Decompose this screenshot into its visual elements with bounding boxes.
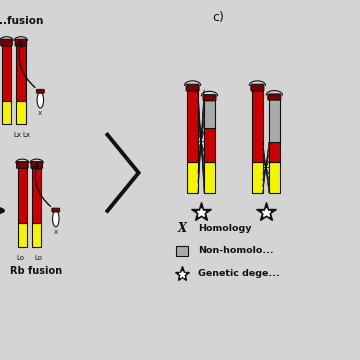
- Bar: [269, 142, 280, 162]
- Bar: [18, 167, 27, 223]
- Text: Lx: Lx: [13, 132, 21, 138]
- Ellipse shape: [37, 92, 44, 108]
- Text: Non-homolo...: Non-homolo...: [198, 246, 274, 256]
- Text: Homology: Homology: [198, 224, 252, 233]
- Bar: [2, 45, 11, 101]
- FancyBboxPatch shape: [203, 95, 216, 101]
- Bar: [18, 223, 27, 247]
- Text: ...fusion: ...fusion: [0, 16, 43, 26]
- Text: Lx: Lx: [23, 132, 31, 138]
- Text: c): c): [212, 11, 224, 24]
- Bar: [204, 128, 215, 162]
- FancyBboxPatch shape: [31, 162, 42, 168]
- Bar: [32, 167, 41, 223]
- Bar: [187, 162, 198, 193]
- FancyBboxPatch shape: [17, 162, 28, 168]
- Text: Lo: Lo: [35, 255, 42, 261]
- Bar: [16, 45, 26, 101]
- Text: X: X: [177, 222, 186, 235]
- Bar: [269, 99, 280, 142]
- Bar: [204, 100, 215, 128]
- FancyBboxPatch shape: [36, 89, 44, 93]
- Bar: [269, 162, 280, 193]
- Bar: [32, 223, 41, 247]
- Bar: [252, 162, 263, 193]
- Bar: [204, 162, 215, 193]
- FancyBboxPatch shape: [268, 94, 281, 100]
- Text: Lo: Lo: [17, 255, 24, 261]
- Bar: [187, 90, 198, 162]
- Ellipse shape: [53, 211, 59, 227]
- Text: Rb fusion: Rb fusion: [10, 266, 62, 276]
- Text: X: X: [54, 230, 58, 235]
- Bar: [16, 101, 26, 124]
- Text: Genetic dege...: Genetic dege...: [198, 269, 280, 278]
- Bar: [2, 101, 11, 124]
- FancyBboxPatch shape: [186, 84, 199, 91]
- FancyBboxPatch shape: [1, 39, 12, 46]
- Text: X: X: [38, 111, 42, 116]
- Bar: [176, 246, 188, 256]
- FancyBboxPatch shape: [15, 39, 27, 46]
- FancyBboxPatch shape: [52, 208, 60, 212]
- Bar: [252, 90, 263, 162]
- FancyBboxPatch shape: [251, 84, 264, 91]
